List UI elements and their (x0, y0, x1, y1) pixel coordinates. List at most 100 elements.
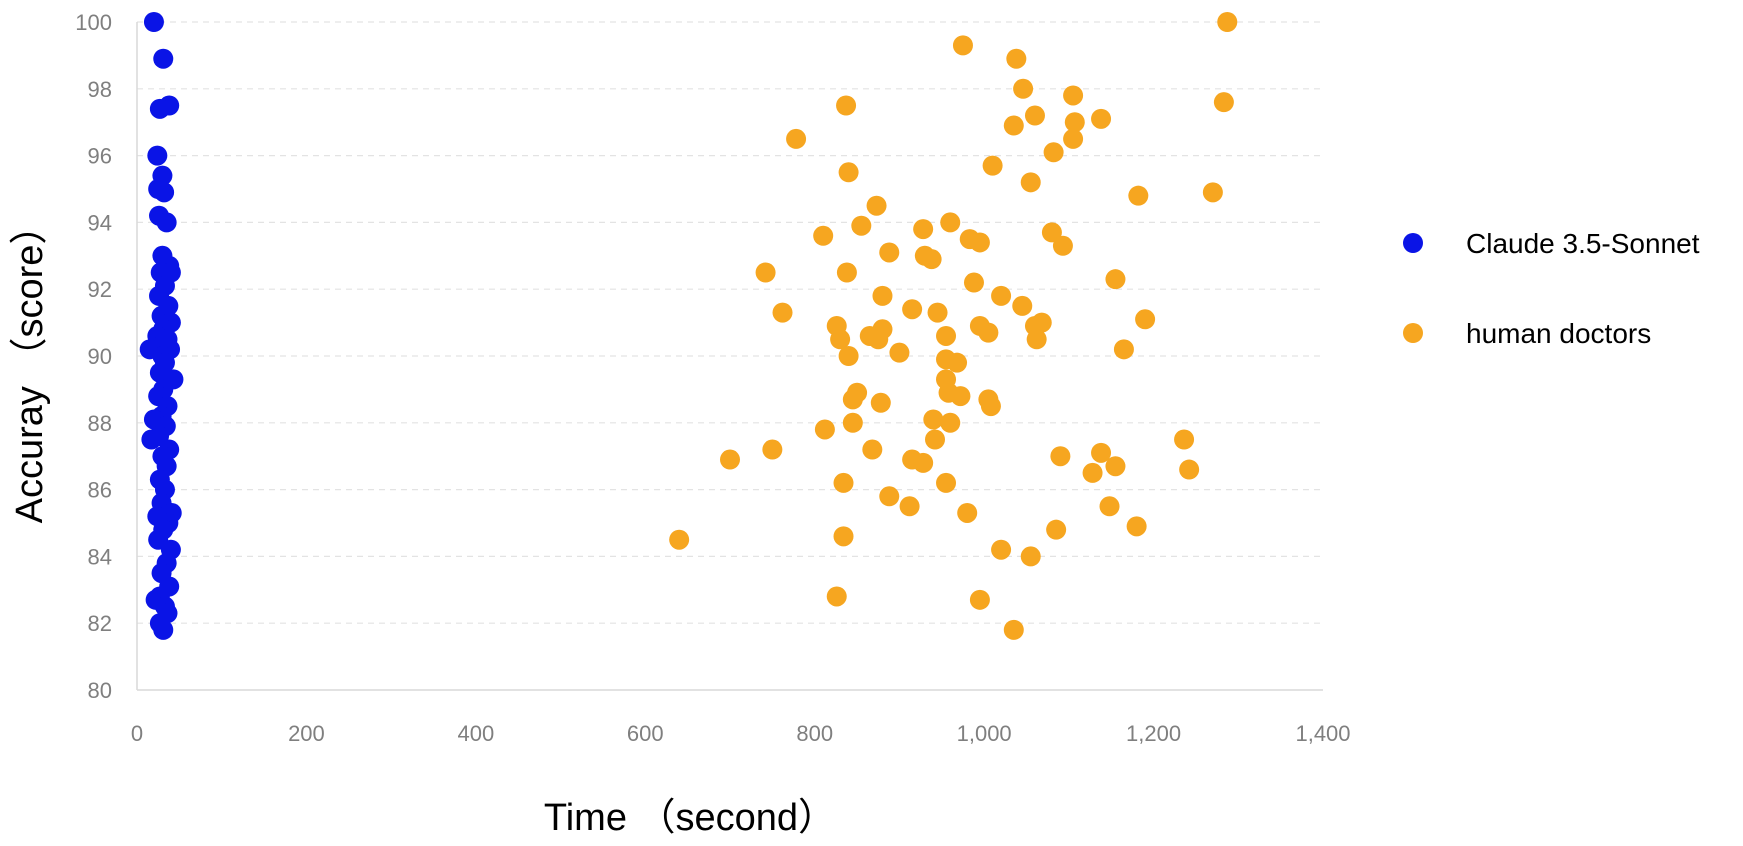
data-point (1126, 516, 1147, 537)
legend-marker-claude (1403, 233, 1423, 253)
data-point (889, 342, 910, 363)
data-point (925, 429, 946, 450)
data-point (969, 232, 990, 253)
data-point (940, 212, 961, 233)
legend-label-claude: Claude 3.5-Sonnet (1466, 228, 1700, 259)
data-point (1202, 182, 1223, 203)
data-point (902, 299, 923, 320)
data-point (913, 452, 934, 473)
data-point (154, 182, 175, 203)
data-point (1043, 142, 1064, 163)
data-point (940, 412, 961, 433)
data-point (879, 242, 900, 263)
data-point (1024, 105, 1045, 126)
legend-marker-human-doctors (1403, 323, 1423, 343)
data-point (957, 502, 978, 523)
data-point (872, 285, 893, 306)
series-0 (139, 12, 184, 640)
data-point (991, 285, 1012, 306)
data-point (927, 302, 948, 323)
series-1 (669, 12, 1238, 640)
data-point (1003, 619, 1024, 640)
y-tick-label: 96 (88, 144, 112, 169)
x-axis-title: Time （second） (544, 797, 836, 839)
data-point (913, 219, 934, 240)
y-axis-title: Accuray （score） (9, 207, 51, 524)
data-point (879, 486, 900, 507)
data-point (1063, 85, 1084, 106)
data-point (870, 392, 891, 413)
y-tick-label: 80 (88, 678, 112, 703)
data-point (1113, 339, 1134, 360)
data-point (153, 619, 174, 640)
data-point (143, 12, 164, 32)
y-tick-label: 88 (88, 411, 112, 436)
data-point (1091, 108, 1112, 129)
data-point (141, 429, 162, 450)
legend: Claude 3.5-Sonnet human doctors (1403, 228, 1700, 349)
data-point (1213, 92, 1234, 113)
x-tick-label: 400 (457, 721, 494, 746)
data-point (991, 539, 1012, 560)
data-point (1082, 462, 1103, 483)
data-point (969, 589, 990, 610)
data-point (1128, 185, 1149, 206)
x-tick-label: 1,000 (957, 721, 1012, 746)
data-point (830, 329, 851, 350)
y-tick-label: 92 (88, 277, 112, 302)
y-tick-label: 84 (88, 544, 112, 569)
legend-label-human-doctors: human doctors (1466, 318, 1651, 349)
data-point (1003, 115, 1024, 136)
data-point (838, 162, 859, 183)
data-point (1020, 172, 1041, 193)
data-point (1006, 48, 1027, 69)
data-point (814, 419, 835, 440)
x-tick-label: 0 (131, 721, 143, 746)
y-tick-label: 100 (75, 10, 112, 35)
data-point (1099, 496, 1120, 517)
data-point (1217, 12, 1238, 32)
data-point (921, 249, 942, 270)
data-point (980, 396, 1001, 417)
x-tick-label: 1,200 (1126, 721, 1181, 746)
data-point (851, 215, 872, 236)
y-tick-label: 90 (88, 344, 112, 369)
data-point (936, 472, 957, 493)
data-point (842, 389, 863, 410)
data-point (1063, 128, 1084, 149)
data-point (1013, 78, 1034, 99)
data-point (826, 586, 847, 607)
data-point (1091, 442, 1112, 463)
data-point (1052, 235, 1073, 256)
x-tick-label: 600 (627, 721, 664, 746)
data-point (936, 349, 957, 370)
data-point (836, 95, 857, 116)
data-point (836, 262, 857, 283)
data-point (153, 48, 174, 69)
data-point (1020, 546, 1041, 567)
data-point (866, 195, 887, 216)
data-point (1031, 312, 1052, 333)
x-tick-label: 800 (796, 721, 833, 746)
data-point (786, 128, 807, 149)
data-point (149, 98, 170, 119)
y-tick-label: 82 (88, 611, 112, 636)
data-point (1179, 459, 1200, 480)
data-point (669, 529, 690, 550)
data-point (156, 212, 177, 233)
data-point (982, 155, 1003, 176)
y-axis-ticks: 80 82 84 86 88 90 92 94 96 98 100 (75, 10, 112, 703)
data-point (1012, 295, 1033, 316)
x-tick-label: 200 (288, 721, 325, 746)
data-point (978, 322, 999, 343)
data-point (936, 325, 957, 346)
y-tick-label: 86 (88, 478, 112, 503)
data-point (1135, 309, 1156, 330)
data-point (833, 526, 854, 547)
data-point (1026, 329, 1047, 350)
data-point (1105, 456, 1126, 477)
data-point (762, 439, 783, 460)
data-point (1050, 446, 1071, 467)
data-point (923, 409, 944, 430)
